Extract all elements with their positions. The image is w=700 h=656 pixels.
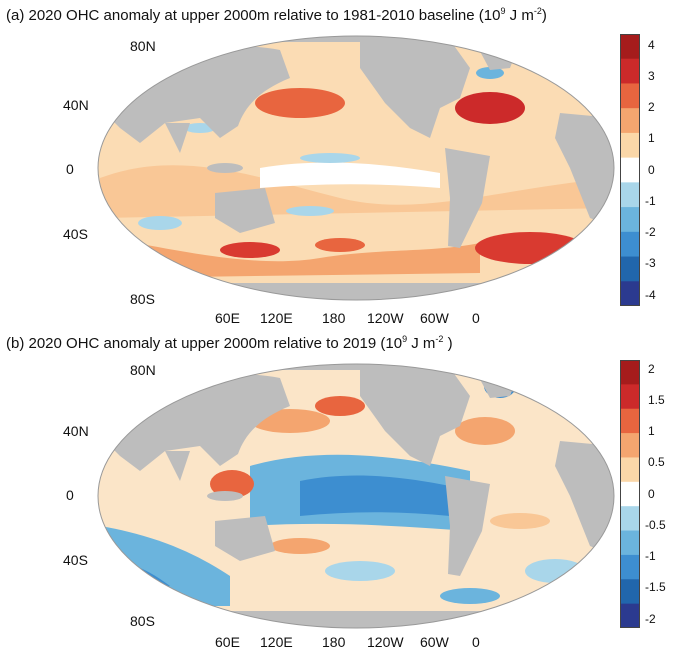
- panel-b-cb-tick-7: -1.5: [645, 580, 666, 594]
- panel-a-lat-80s: 80S: [130, 291, 155, 307]
- colorbar-swatch: [620, 207, 640, 233]
- panel-b-lon-180: 180: [322, 634, 346, 650]
- panel-b-cb-tick-3: 0.5: [648, 455, 665, 469]
- colorbar-frame: [620, 360, 640, 628]
- colorbar-swatch: [620, 58, 640, 84]
- colorbar-swatch: [620, 457, 640, 483]
- panel-a-map: [97, 35, 615, 301]
- panel-b-title-main: (b) 2020 OHC anomaly at upper 2000m rela…: [6, 335, 403, 352]
- panel-b-title-exp1: 9: [402, 334, 408, 344]
- panel-a-lat-0: 0: [66, 161, 74, 177]
- panel-b-cb-tick-1: 1.5: [648, 393, 665, 407]
- panel-b-lat-40n: 40N: [63, 423, 89, 439]
- panel-a-cb-tick-1: 3: [648, 69, 655, 83]
- panel-b-lon-120w: 120W: [367, 634, 404, 650]
- panel-a-title-end: ): [541, 7, 547, 24]
- panel-a-title-mid: J m: [505, 7, 534, 24]
- colorbar-swatch: [620, 433, 640, 458]
- panel-a-lat-40s: 40S: [63, 226, 88, 242]
- panel-a-cb-tick-7: -3: [645, 256, 656, 270]
- colorbar-frame: [620, 34, 640, 306]
- colorbar-swatch: [620, 384, 640, 410]
- panel-b-cb-tick-6: -1: [645, 549, 656, 563]
- colorbar-swatch: [620, 34, 640, 60]
- colorbar-swatch: [620, 132, 640, 159]
- panel-a-title-exp2: -2: [533, 6, 542, 16]
- panel-a-cb-tick-2: 2: [648, 100, 655, 114]
- panel-b-lat-40s: 40S: [63, 552, 88, 568]
- panel-b-lon-60w: 60W: [420, 634, 449, 650]
- panel-a-lon-60e: 60E: [215, 310, 240, 326]
- panel-b-colorbar: [620, 360, 640, 628]
- panel-a-cb-tick-4: 0: [648, 163, 655, 177]
- panel-b-cb-tick-5: -0.5: [645, 518, 666, 532]
- panel-a-colorbar: [620, 34, 640, 306]
- panel-a-title: (a) 2020 OHC anomaly at upper 2000m rela…: [6, 6, 547, 24]
- colorbar-swatch: [620, 506, 640, 532]
- panel-b-map: [97, 363, 615, 629]
- panel-b-title-end: ): [443, 335, 453, 352]
- colorbar-swatch: [620, 360, 640, 385]
- panel-a-lon-60w: 60W: [420, 310, 449, 326]
- panel-a-lat-80n: 80N: [130, 38, 156, 54]
- panel-a-lon-120w: 120W: [367, 310, 404, 326]
- panel-b-cb-tick-2: 1: [648, 424, 655, 438]
- panel-a-cb-tick-5: -1: [645, 194, 656, 208]
- panel-a-title-exp1: 9: [500, 6, 506, 16]
- panel-b-lon-60e: 60E: [215, 634, 240, 650]
- panel-a-title-main: (a) 2020 OHC anomaly at upper 2000m rela…: [6, 7, 501, 24]
- panel-a-cb-tick-0: 4: [648, 38, 655, 52]
- panel-a-lon-120e: 120E: [260, 310, 293, 326]
- panel-a-cb-tick-3: 1: [648, 131, 655, 145]
- colorbar-swatch: [620, 481, 640, 507]
- panel-b-lat-80n: 80N: [130, 362, 156, 378]
- colorbar-swatch: [620, 182, 640, 208]
- colorbar-swatch: [620, 530, 640, 556]
- panel-a-lat-40n: 40N: [63, 97, 89, 113]
- panel-b-lat-0: 0: [66, 487, 74, 503]
- colorbar-swatch: [620, 157, 640, 183]
- panel-b-cb-tick-8: -2: [645, 612, 656, 626]
- panel-b-title-mid: J m: [407, 335, 436, 352]
- colorbar-swatch: [620, 256, 640, 282]
- colorbar-swatch: [620, 554, 640, 580]
- colorbar-swatch: [620, 83, 640, 109]
- panel-b-lat-80s: 80S: [130, 613, 155, 629]
- panel-b-cb-tick-0: 2: [648, 362, 655, 376]
- panel-a-cb-tick-6: -2: [645, 225, 656, 239]
- panel-b-lon-120e: 120E: [260, 634, 293, 650]
- colorbar-swatch: [620, 603, 640, 628]
- colorbar-swatch: [620, 108, 640, 134]
- panel-a-lon-0: 0: [472, 310, 480, 326]
- panel-b-title-exp2: -2: [435, 334, 444, 344]
- colorbar-swatch: [620, 281, 640, 306]
- panel-b-title: (b) 2020 OHC anomaly at upper 2000m rela…: [6, 334, 453, 352]
- panel-a-cb-tick-8: -4: [645, 288, 656, 302]
- panel-b-lon-0: 0: [472, 634, 480, 650]
- colorbar-swatch: [620, 408, 640, 434]
- colorbar-swatch: [620, 579, 640, 605]
- panel-b-cb-tick-4: 0: [648, 487, 655, 501]
- colorbar-swatch: [620, 231, 640, 258]
- panel-a-lon-180: 180: [322, 310, 346, 326]
